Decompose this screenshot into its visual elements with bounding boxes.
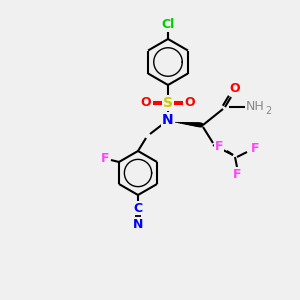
Text: N: N [162, 113, 174, 127]
Text: F: F [215, 140, 223, 152]
Text: 2: 2 [265, 106, 271, 116]
Text: O: O [185, 97, 195, 110]
Text: N: N [133, 218, 143, 230]
Text: NH: NH [246, 100, 264, 113]
Text: S: S [163, 96, 173, 110]
Text: F: F [233, 167, 241, 181]
Text: C: C [134, 202, 142, 214]
Text: F: F [101, 152, 109, 166]
Text: F: F [251, 142, 259, 155]
Text: O: O [230, 82, 240, 95]
Text: Cl: Cl [161, 19, 175, 32]
Text: O: O [141, 97, 151, 110]
